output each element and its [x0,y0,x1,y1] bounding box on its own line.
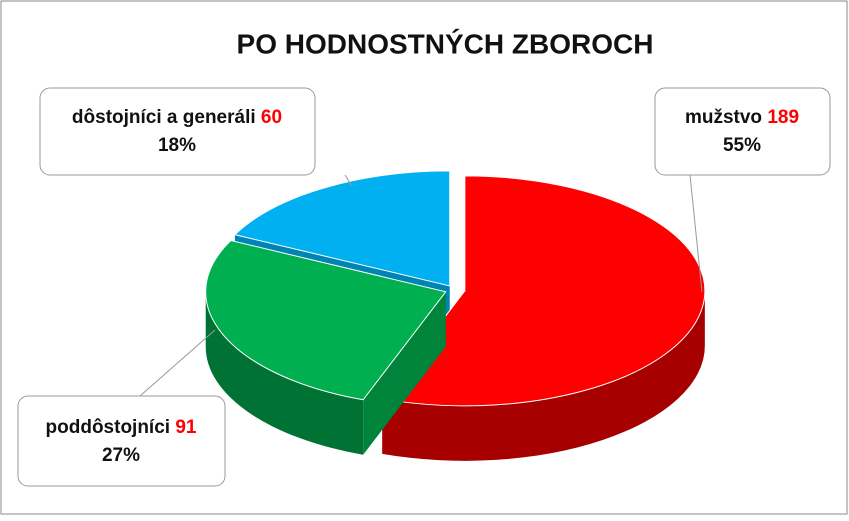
leader-line [344,174,353,187]
value-label: 91 [175,417,197,438]
data-label: mužstvo 189 [685,107,799,128]
slice [381,175,706,407]
value-label: 60 [261,107,282,128]
chart-title: PO HODNOSTNÝCH ZBOROCH [237,28,654,59]
callout-box [39,87,316,176]
pie [205,170,706,461]
category-label: mužstvo [685,107,762,128]
value-label: 189 [767,107,799,128]
slice [205,239,447,401]
slice-side [382,290,705,461]
data-label: dôstojníci a generáli 60 [72,107,282,128]
callout-box [17,395,226,487]
percent-label: 18% [158,135,196,156]
category-label: dôstojníci a generáli [72,107,256,128]
percent-label: 55% [723,135,761,156]
data-label: poddôstojníci 91 [46,417,197,438]
callout-box [654,87,831,176]
leader-line [689,174,703,293]
leader-line [139,329,216,397]
slice-side [205,291,364,455]
percent-label: 27% [102,445,140,466]
category-label: poddôstojníci [46,417,171,438]
slice [233,170,451,287]
